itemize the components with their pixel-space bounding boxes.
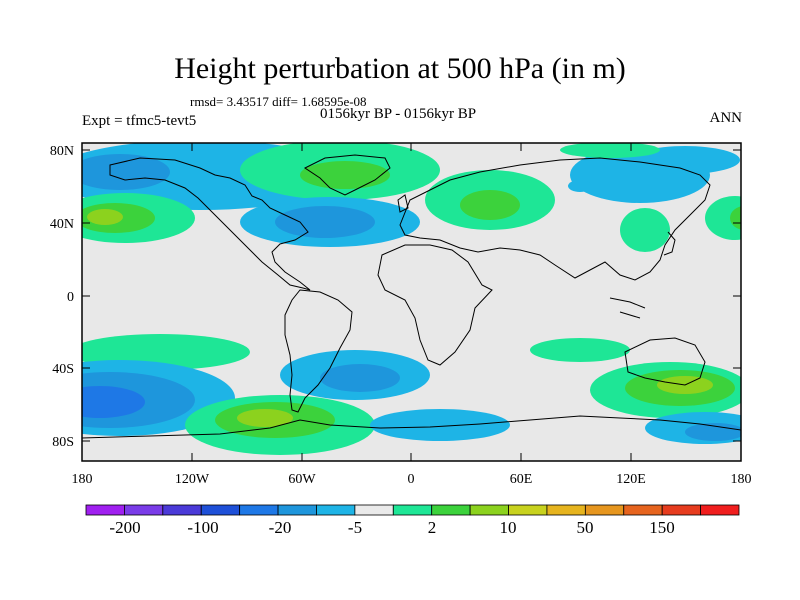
coastline-north-america — [109, 157, 311, 291]
anomaly-small-negative — [568, 180, 592, 192]
anomaly-arctic-east-negative — [630, 146, 740, 174]
anomaly-arctic-negative-core — [82, 154, 170, 190]
lat-tick-label: 80N — [50, 144, 74, 159]
colorbar-label: 2 — [428, 518, 437, 537]
colorbar-swatch — [316, 504, 356, 516]
lat-tick-label: 40S — [52, 362, 74, 377]
colorbar-swatch — [277, 504, 317, 516]
anomaly-indian-ocean-positive — [530, 338, 630, 362]
coastline-africa — [377, 244, 493, 366]
map-plot-area — [82, 143, 741, 461]
lon-tick-label: 120E — [616, 472, 646, 487]
lon-tick-label: 0 — [408, 472, 415, 487]
anomaly-south-atlantic-core — [320, 364, 400, 392]
anomaly-pacific-east-core — [730, 206, 741, 230]
anomaly-drake-core — [237, 409, 293, 427]
colorbar-label: 10 — [500, 518, 517, 537]
stats-label: rmsd= 3.43517 diff= 1.68595e-08 — [190, 94, 367, 109]
coastline-greenland — [304, 154, 391, 196]
plot-title: Height perturbation at 500 hPa (in m) — [174, 52, 626, 85]
colorbar-swatch — [700, 504, 740, 516]
colorbar-label: 50 — [577, 518, 594, 537]
coastline-indonesia — [609, 297, 646, 319]
lat-tick-label: 0 — [67, 290, 74, 305]
anomaly-field — [82, 143, 741, 455]
period-label: 0156kyr BP - 0156kyr BP — [320, 106, 477, 122]
coastline-eurasia — [399, 157, 711, 281]
colorbar-swatch — [392, 504, 433, 516]
coastline-antarctica — [82, 415, 741, 439]
coastlines — [82, 154, 741, 439]
anomaly-pacific-east-positive — [705, 196, 741, 240]
colorbar-swatch — [239, 504, 279, 516]
colorbar-label: 150 — [649, 518, 675, 537]
coastline-japan — [663, 231, 676, 256]
lon-tick-label: 60E — [510, 472, 533, 487]
colorbar-swatch — [661, 504, 701, 516]
colorbar-swatch — [200, 504, 241, 516]
coastline-south-america — [284, 289, 353, 413]
lon-tick-label: 180 — [731, 472, 752, 487]
colorbar-swatch — [85, 504, 125, 516]
colorbar-swatch — [162, 504, 202, 516]
colorbar-swatch — [431, 504, 471, 516]
anomaly-southern-ocean-negative — [370, 409, 510, 441]
anomaly-north-atlantic-core — [275, 206, 375, 238]
colorbar — [85, 504, 740, 516]
colorbar-swatch — [124, 504, 164, 516]
colorbar-label: -5 — [348, 518, 362, 537]
lat-tick-marks — [82, 149, 741, 442]
lat-tick-labels: 80N 40N 0 40S 80S — [50, 144, 74, 450]
anomaly-pacific-west-peak — [87, 209, 123, 225]
lon-tick-labels: 180 120W 60W 0 60E 120E 180 — [72, 472, 752, 487]
colorbar-swatch — [469, 504, 509, 516]
colorbar-swatch — [623, 504, 663, 516]
lon-tick-label: 120W — [175, 472, 210, 487]
colorbar-swatch — [354, 504, 394, 516]
anomaly-europe-core — [460, 190, 520, 220]
lat-tick-label: 40N — [50, 217, 74, 232]
anomaly-east-asia-positive — [620, 208, 670, 252]
anomaly-south-pacific-core — [82, 386, 145, 418]
anomaly-greenland-core — [300, 161, 390, 189]
lon-tick-label: 60W — [288, 472, 316, 487]
coastline-uk — [397, 194, 409, 213]
colorbar-swatch — [546, 504, 586, 516]
colorbar-swatch — [508, 504, 548, 516]
season-label: ANN — [709, 110, 743, 126]
colorbar-label: -100 — [187, 518, 218, 537]
colorbar-swatch — [584, 504, 625, 516]
colorbar-label: -200 — [109, 518, 140, 537]
colorbar-labels: -200 -100 -20 -5 2 10 50 150 — [109, 518, 674, 537]
experiment-label: Expt = tfmc5-tevt5 — [82, 113, 197, 129]
coastline-australia — [624, 337, 706, 386]
colorbar-label: -20 — [269, 518, 292, 537]
anomaly-arctic-positive — [560, 143, 660, 158]
lon-tick-label: 180 — [72, 472, 93, 487]
lat-tick-label: 80S — [52, 435, 74, 450]
